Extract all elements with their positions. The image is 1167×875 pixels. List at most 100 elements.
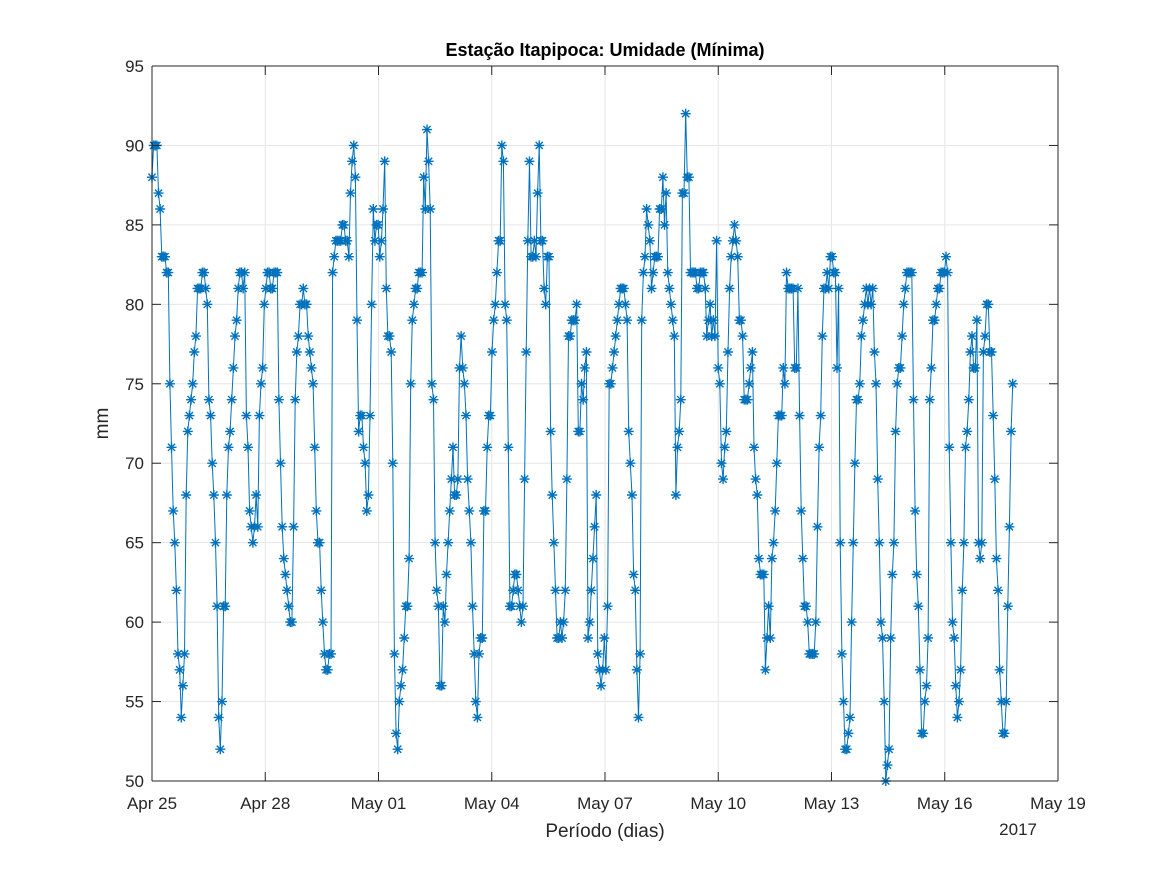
data-point <box>623 426 634 437</box>
data-point <box>949 633 960 643</box>
data-point <box>181 490 192 500</box>
data-point <box>602 601 613 612</box>
data-point <box>600 664 611 675</box>
x-axis-year-label: 2017 <box>999 820 1037 839</box>
data-point <box>596 680 607 691</box>
data-point <box>578 394 589 405</box>
data-point <box>581 347 592 357</box>
data-point <box>465 537 476 548</box>
data-point <box>838 696 849 707</box>
data-point <box>643 219 654 230</box>
data-point <box>239 267 250 278</box>
data-point <box>301 299 312 310</box>
data-point <box>491 267 502 278</box>
data-point <box>277 521 288 532</box>
data-point <box>991 553 1002 564</box>
data-point <box>599 633 610 643</box>
data-point <box>314 537 325 548</box>
data-point <box>176 712 187 723</box>
data-point <box>631 664 642 675</box>
data-point <box>771 458 782 469</box>
y-tick-label: 95 <box>125 57 144 76</box>
data-point <box>628 569 639 580</box>
y-tick-label: 75 <box>125 375 144 394</box>
data-point <box>348 140 359 151</box>
data-point <box>797 553 808 564</box>
data-point <box>605 378 616 389</box>
data-point <box>831 362 842 373</box>
data-point <box>272 267 283 278</box>
data-point <box>835 537 846 548</box>
data-point <box>153 188 164 199</box>
x-tick-label: May 04 <box>464 794 520 813</box>
data-point <box>802 617 813 628</box>
data-point <box>482 442 493 453</box>
data-point <box>853 394 864 405</box>
data-point <box>438 601 449 612</box>
data-point <box>591 490 602 500</box>
data-point <box>405 378 416 389</box>
data-point <box>779 378 790 389</box>
data-point <box>451 490 462 500</box>
data-point <box>836 648 847 659</box>
data-point <box>530 251 541 262</box>
data-point <box>587 553 598 564</box>
data-point <box>571 299 582 310</box>
data-point <box>244 505 255 516</box>
data-point <box>817 331 828 342</box>
data-point <box>182 426 193 437</box>
data-point <box>381 283 392 294</box>
x-tick-label: Apr 25 <box>127 794 177 813</box>
data-point <box>814 442 825 453</box>
data-point <box>384 331 395 342</box>
data-point <box>202 299 213 310</box>
data-point <box>464 505 475 516</box>
x-tick-label: May 13 <box>804 794 860 813</box>
y-tick-label: 55 <box>125 693 144 712</box>
data-point <box>926 362 937 373</box>
data-point <box>858 315 869 326</box>
data-point <box>721 426 732 437</box>
data-point <box>213 712 224 723</box>
data-point <box>203 394 214 405</box>
data-point <box>947 617 958 628</box>
data-point <box>952 712 963 723</box>
data-point <box>713 362 724 373</box>
data-point <box>589 521 600 532</box>
data-point <box>430 537 441 548</box>
data-point <box>187 378 198 389</box>
data-point <box>421 124 432 135</box>
data-point <box>579 362 590 373</box>
data-point <box>309 442 320 453</box>
data-point <box>675 394 686 405</box>
data-point <box>304 347 315 357</box>
data-point <box>316 585 327 596</box>
data-point <box>174 664 185 675</box>
data-point <box>399 633 410 643</box>
data-point <box>659 219 670 230</box>
data-point <box>503 442 514 453</box>
data-point <box>352 315 363 326</box>
data-point <box>378 204 389 214</box>
data-point <box>423 156 434 167</box>
data-point <box>548 537 559 548</box>
data-point <box>667 315 678 326</box>
data-point <box>173 648 184 659</box>
data-point <box>618 283 629 294</box>
data-point <box>911 569 922 580</box>
data-point <box>513 585 524 596</box>
data-point <box>350 172 361 183</box>
data-point <box>216 696 227 707</box>
data-point <box>373 219 384 230</box>
data-point <box>256 378 267 389</box>
data-point <box>661 188 672 199</box>
data-point <box>342 235 353 246</box>
data-point <box>358 442 369 453</box>
data-point <box>648 267 659 278</box>
data-point <box>910 505 921 516</box>
data-point <box>898 299 909 310</box>
data-point <box>726 251 737 262</box>
data-point <box>584 617 595 628</box>
data-point <box>955 664 966 675</box>
